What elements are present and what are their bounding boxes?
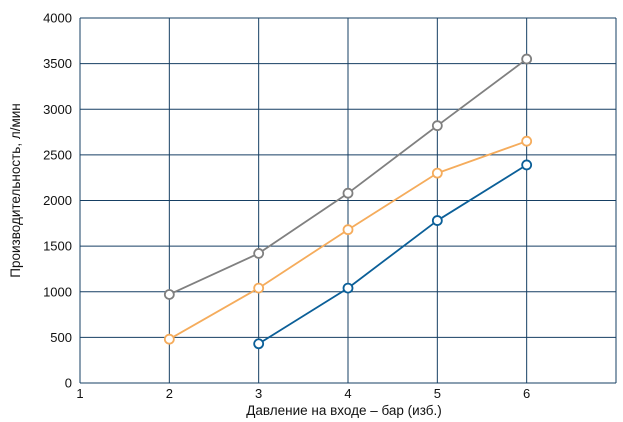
y-tick-label: 1500 [43,239,72,254]
data-point [342,187,354,199]
x-tick-label: 1 [76,386,83,401]
data-point [163,333,175,345]
y-tick-label: 500 [50,330,72,345]
data-point [253,338,265,350]
y-tick-label: 0 [65,376,72,391]
x-tick-label: 2 [166,386,173,401]
grid [79,17,617,384]
y-tick-label: 1000 [43,284,72,299]
data-point [342,224,354,236]
x-tick-label: 5 [434,386,441,401]
data-point [431,167,443,179]
x-tick-label: 4 [344,386,351,401]
data-point [163,289,175,300]
y-tick-label: 4000 [43,11,72,26]
series-group [163,53,533,350]
series-3 [253,159,533,350]
data-point [431,120,443,132]
y-tick-label: 3000 [43,102,72,117]
data-point [521,53,533,65]
series-line [258,164,528,345]
y-tick-label: 2500 [43,147,72,162]
y-axis-label: Производительность, л/мин [8,103,23,277]
x-tick-label: 6 [523,386,530,401]
data-point [253,282,265,294]
y-tick-labels: 0 500 1000 1500 2000 2500 3000 3500 4000 [43,11,72,391]
x-tick-label: 3 [255,386,262,401]
data-point [342,282,354,294]
series-1 [163,53,533,300]
data-point [521,159,533,171]
data-point [431,215,443,226]
x-tick-labels: 1 2 3 4 5 6 [76,386,530,401]
x-axis-label: Давление на входе – бар (изб.) [246,403,442,418]
y-tick-label: 2000 [43,193,72,208]
y-tick-label: 3500 [43,56,72,71]
data-point [521,135,533,147]
data-point [253,248,265,259]
series-2 [163,135,533,345]
